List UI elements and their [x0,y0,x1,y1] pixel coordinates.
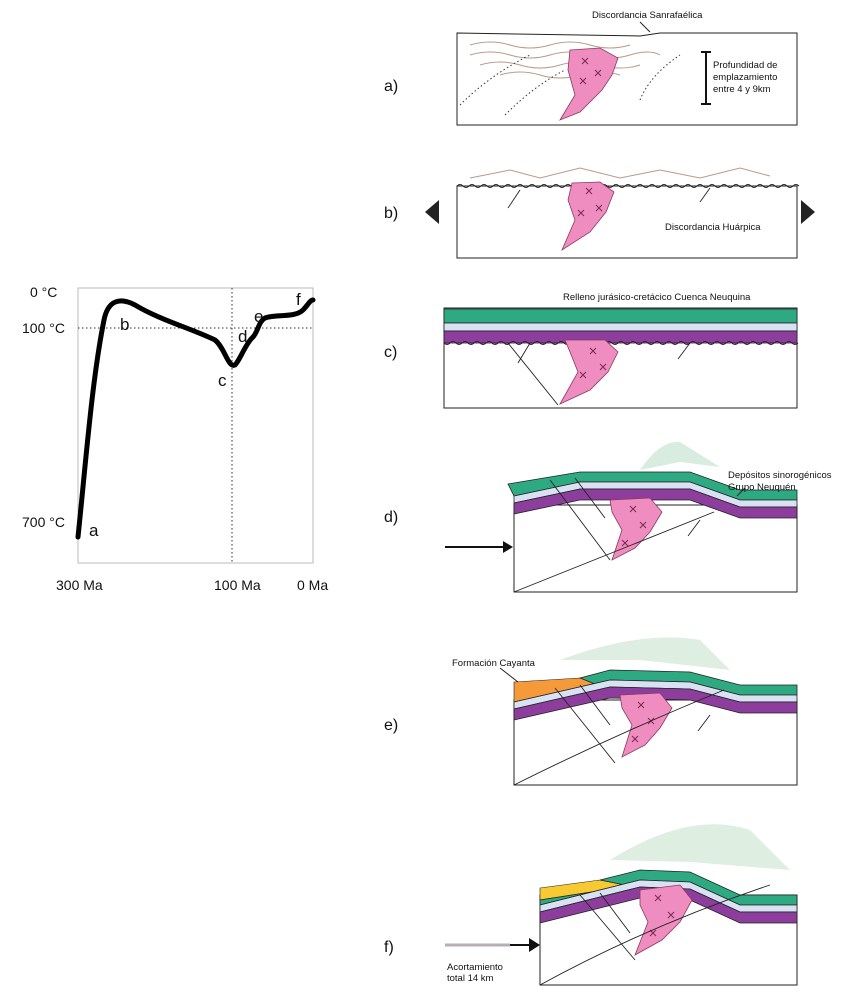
layer-blue [443,322,798,332]
panel-label: f) [384,939,394,956]
pluton-cross [577,187,603,217]
dotted-line [459,54,681,116]
tt-chart: 0 °C 100 °C 700 °C 300 Ma 100 Ma 0 Ma a … [22,284,328,593]
panel-label: e) [384,717,398,734]
eroded-layer [640,441,720,470]
annotation: entre 4 y 9km [713,84,771,95]
fault [513,477,715,593]
panel-label: a) [384,78,398,95]
point-label: c [218,371,227,390]
fault [507,187,711,209]
panel-f: Acortamiento total 14 km [445,824,798,986]
x-label: 100 Ma [214,577,261,593]
point-label: e [254,307,263,326]
pluton-cross [579,57,602,85]
arrow-head [529,938,540,952]
point-label: d [238,327,247,346]
pointer [499,667,519,683]
annotation: emplazamiento [713,72,777,83]
point-label: f [296,290,301,309]
annotation: Profundidad de [713,60,777,71]
frame [77,287,314,564]
panel-d: Depósitos sinorogénicos Grupo Neuquén [445,441,832,593]
unconformity [456,184,800,188]
point-label: a [89,521,99,540]
pointer [736,487,746,497]
pluton [559,339,619,405]
panel-label: c) [384,344,397,361]
layer-green [443,308,798,324]
pluton-cross [579,347,607,379]
pluton-cross [649,894,675,937]
pluton [561,181,615,252]
fault [539,884,771,986]
pluton [634,884,693,956]
panel-label: d) [384,509,398,526]
panel-b: Discordancia Huárpica [425,167,815,259]
x-label: 300 Ma [56,577,103,593]
annotation: total 14 km [447,973,494,984]
y-label: 100 °C [22,320,65,336]
annotation: Relleno jurásico-cretácico Cuenca Neuqui… [563,292,751,303]
arrow-head [503,541,513,553]
annotation: Formación Cayanta [452,658,536,669]
unconformity [443,341,799,345]
fault [507,342,691,406]
panel-c: Relleno jurásico-cretácico Cuenca Neuqui… [443,292,799,409]
section-box [456,32,798,126]
strata [469,167,771,179]
panel-a: Discordancia Sanrafaélica Profundidad de… [456,10,798,126]
layer-purple [513,686,798,721]
layer-purple [513,488,798,519]
section-box [456,185,798,259]
tt-curve [75,297,316,540]
annotation: Discordancia Sanrafaélica [592,10,703,21]
depth-bar [701,51,711,105]
panel-label: b) [384,205,398,222]
eroded-layer [610,824,790,870]
annotation: Depósitos sinorogénicos [728,470,832,481]
pluton-cross [621,505,647,547]
pointer [639,21,651,33]
fault [513,684,725,786]
annotation: Grupo Neuquén [728,482,796,493]
eroded-layer [560,637,730,670]
y-label: 700 °C [22,514,65,530]
annotation: Discordancia Huárpica [665,222,761,233]
panel-e: Formación Cayanta [452,637,798,786]
pluton [559,47,619,121]
y-label: 0 °C [30,284,57,300]
annotation: Acortamiento [447,962,503,973]
x-label: 0 Ma [297,577,328,593]
point-label: b [120,315,129,334]
